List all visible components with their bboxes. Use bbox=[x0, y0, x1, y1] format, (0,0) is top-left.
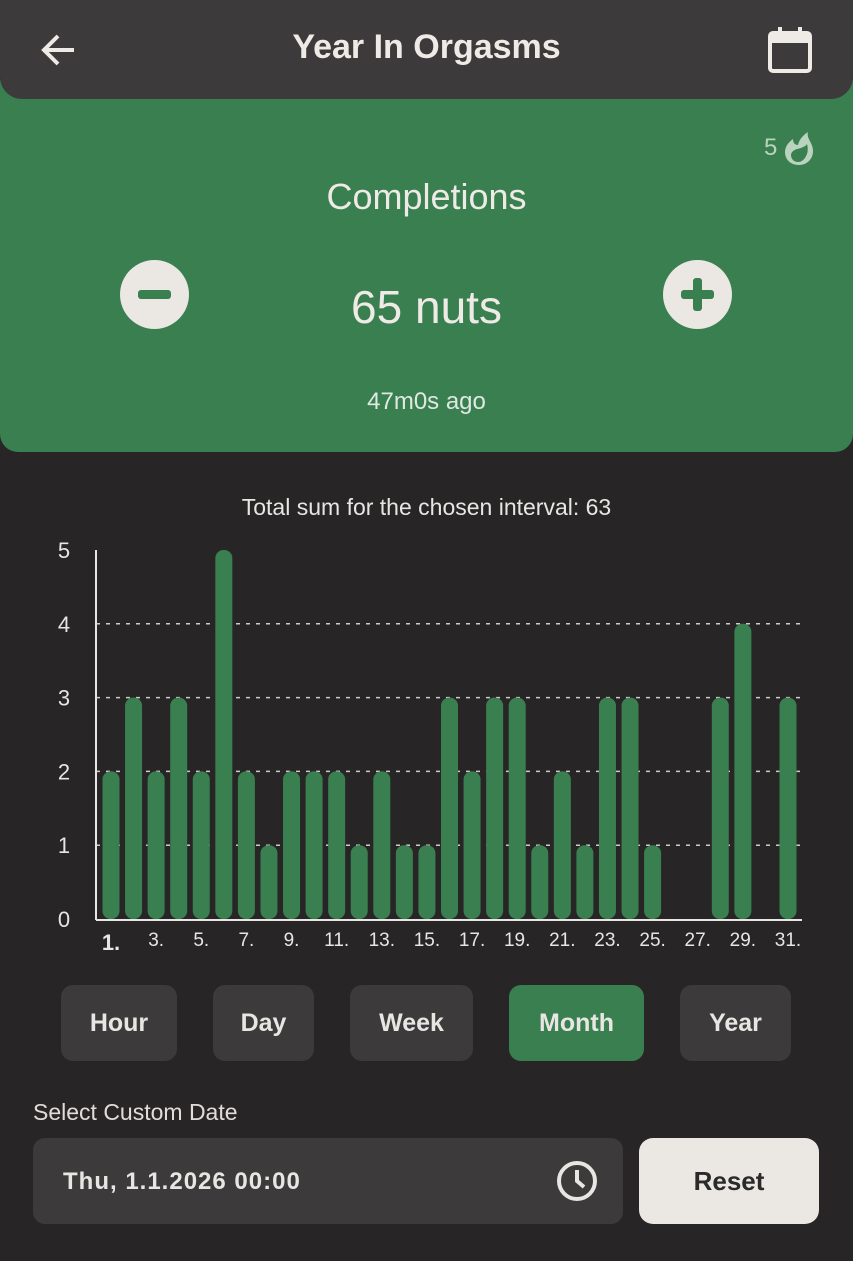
counter-value: 65 nuts bbox=[351, 281, 502, 333]
bar bbox=[463, 771, 481, 919]
x-tick-label: 25. bbox=[639, 930, 665, 951]
streak-count: 5 bbox=[764, 134, 778, 161]
interval-label: Hour bbox=[89, 1008, 149, 1037]
x-tick-label: 9. bbox=[284, 930, 300, 951]
bar bbox=[373, 771, 391, 919]
x-tick-label: 7. bbox=[238, 930, 254, 951]
minus-icon bbox=[138, 290, 171, 299]
interval-label: Year bbox=[709, 1008, 762, 1037]
last-time: 47m0s ago bbox=[367, 388, 486, 415]
decrement-button[interactable] bbox=[120, 260, 189, 329]
bar bbox=[711, 697, 729, 919]
arrow-left-icon[interactable] bbox=[38, 30, 78, 70]
interval-label: Month bbox=[539, 1008, 614, 1037]
x-tick-label: 17. bbox=[459, 930, 485, 951]
x-tick-label: 11. bbox=[324, 930, 349, 951]
bar bbox=[305, 771, 323, 919]
x-tick-label: 27. bbox=[685, 930, 711, 951]
bar bbox=[125, 697, 143, 919]
counter-label: Completions bbox=[326, 176, 527, 217]
y-tick-label: 0 bbox=[58, 907, 70, 932]
interval-year[interactable]: Year bbox=[680, 985, 791, 1061]
bar bbox=[350, 845, 368, 919]
bar bbox=[486, 697, 504, 919]
bar bbox=[328, 771, 346, 919]
y-tick-label: 5 bbox=[58, 538, 70, 563]
bar bbox=[779, 697, 797, 919]
x-tick-label: 15. bbox=[414, 930, 440, 951]
custom-date-value: Thu, 1.1.2026 00:00 bbox=[63, 1168, 301, 1195]
bar bbox=[531, 845, 549, 919]
bar-chart: 0 1 2 3 4 5 1. 3. 5. 7. 9. 11. 13. 15. 17. 19. 21. 23. 25.… bbox=[58, 538, 802, 955]
x-tick-label: 3. bbox=[148, 930, 164, 951]
y-tick-label: 3 bbox=[58, 686, 70, 711]
clock-icon[interactable] bbox=[555, 1159, 599, 1203]
bar bbox=[508, 697, 526, 919]
interval-label: Week bbox=[379, 1008, 444, 1037]
interval-total: Total sum for the chosen interval: 63 bbox=[241, 494, 612, 520]
bar bbox=[441, 697, 458, 919]
page-title: Year In Orgasms bbox=[292, 28, 561, 66]
increment-button[interactable] bbox=[663, 260, 732, 329]
reset-button[interactable]: Reset bbox=[639, 1138, 819, 1224]
x-tick-label: 21. bbox=[549, 930, 575, 951]
bar bbox=[418, 845, 436, 919]
bar bbox=[734, 623, 752, 919]
y-tick-label: 2 bbox=[58, 759, 70, 784]
interval-label: Day bbox=[240, 1008, 287, 1037]
x-tick-label: 5. bbox=[193, 930, 209, 951]
x-tick-label: 1. bbox=[102, 930, 120, 955]
bar bbox=[192, 771, 210, 919]
bar bbox=[147, 771, 165, 919]
bar bbox=[260, 845, 278, 919]
custom-date-field[interactable]: Thu, 1.1.2026 00:00 bbox=[33, 1138, 623, 1224]
bar bbox=[237, 771, 255, 919]
custom-date-label: Select Custom Date bbox=[33, 1099, 238, 1125]
bar bbox=[621, 697, 639, 919]
interval-hour[interactable]: Hour bbox=[61, 985, 177, 1061]
bar bbox=[215, 550, 233, 919]
bar bbox=[170, 697, 188, 919]
bar bbox=[283, 771, 301, 919]
bar bbox=[576, 845, 594, 919]
interval-week[interactable]: Week bbox=[350, 985, 473, 1061]
calendar-icon[interactable] bbox=[766, 26, 814, 74]
x-tick-label: 29. bbox=[730, 930, 756, 951]
bar bbox=[395, 845, 413, 919]
flame-icon bbox=[785, 132, 813, 165]
x-tick-label: 31. bbox=[775, 930, 801, 951]
y-tick-label: 4 bbox=[58, 612, 70, 637]
interval-day[interactable]: Day bbox=[213, 985, 314, 1061]
app-bar: Year In Orgasms bbox=[0, 0, 853, 99]
bar bbox=[553, 771, 571, 919]
bar bbox=[598, 697, 616, 919]
bar bbox=[102, 771, 120, 919]
x-tick-label: 19. bbox=[504, 930, 530, 951]
x-tick-label: 23. bbox=[594, 930, 620, 951]
reset-label: Reset bbox=[693, 1165, 765, 1196]
plus-icon bbox=[681, 278, 714, 311]
bar bbox=[644, 845, 662, 919]
x-tick-label: 13. bbox=[369, 930, 395, 951]
y-tick-label: 1 bbox=[58, 833, 70, 858]
interval-month[interactable]: Month bbox=[509, 985, 644, 1061]
